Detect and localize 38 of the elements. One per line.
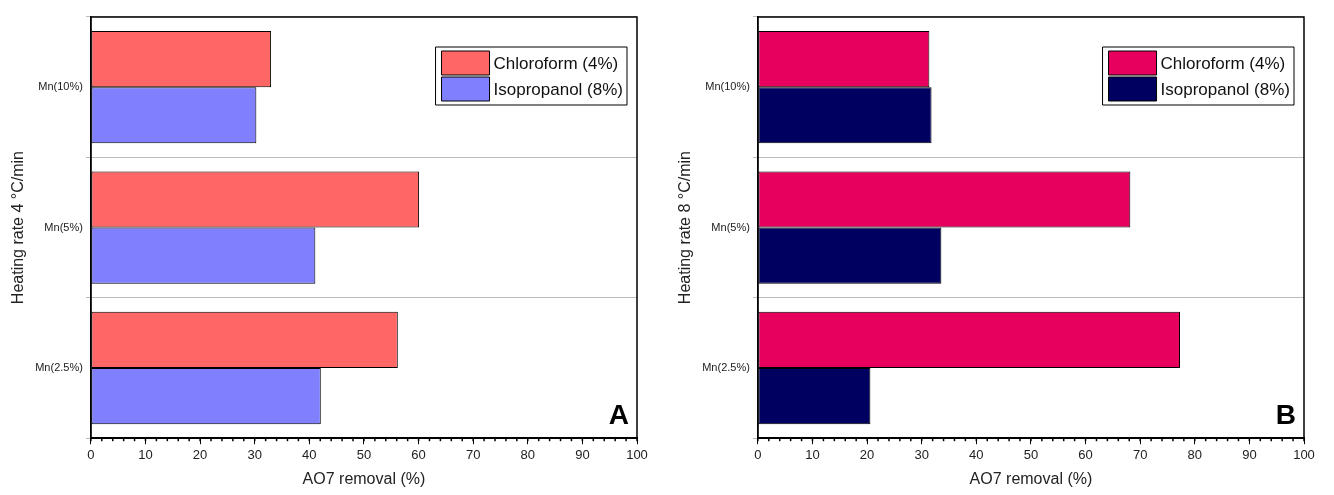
x-tick-label: 60 <box>1078 446 1093 462</box>
y-tick-label: Mn(10%) <box>705 80 750 93</box>
x-tick-label: 20 <box>859 446 875 462</box>
x-tick-label: 20 <box>192 446 208 462</box>
x-tick-label: 50 <box>1023 446 1039 462</box>
y-tick-label: Mn(10%) <box>38 80 83 93</box>
legend-label: Isopropanol (8%) <box>493 79 624 99</box>
x-tick-label: 40 <box>969 446 984 462</box>
legend-label: Isopropanol (8%) <box>1160 79 1291 99</box>
annotation: B <box>1275 398 1296 430</box>
x-tick-label: 10 <box>805 446 820 462</box>
annotation: A <box>608 398 629 430</box>
x-tick-label: 90 <box>1242 446 1257 462</box>
x-tick-label: 60 <box>411 446 426 462</box>
x-tick-label: 40 <box>302 446 317 462</box>
x-tick-label: 100 <box>626 446 648 462</box>
x-tick-label: 80 <box>520 446 536 462</box>
x-tick-label: 0 <box>87 446 95 462</box>
y-tick-label: Mn(2.5%) <box>35 361 83 374</box>
x-tick-label: 50 <box>356 446 372 462</box>
x-axis-title: AO7 removal (%) <box>969 469 1093 487</box>
y-axis-title: Heating rate 8 °C/min <box>676 151 694 305</box>
x-tick-label: 100 <box>1293 446 1315 462</box>
x-tick-label: 0 <box>754 446 762 462</box>
y-tick-label: Mn(2.5%) <box>702 361 750 374</box>
x-tick-label: 70 <box>1132 446 1148 462</box>
legend-label: Chloroform (4%) <box>493 53 619 73</box>
y-tick-label: Mn(5%) <box>44 220 83 233</box>
y-tick-label: Mn(5%) <box>711 220 750 233</box>
x-tick-label: 90 <box>575 446 590 462</box>
x-axis-title: AO7 removal (%) <box>302 469 426 487</box>
y-axis-title: Heating rate 4 °C/min <box>9 151 27 305</box>
legend-label: Chloroform (4%) <box>1160 53 1286 73</box>
x-tick-label: 80 <box>1187 446 1203 462</box>
x-tick-label: 70 <box>465 446 481 462</box>
x-tick-label: 30 <box>247 446 262 462</box>
x-tick-label: 30 <box>914 446 929 462</box>
x-tick-label: 10 <box>138 446 153 462</box>
